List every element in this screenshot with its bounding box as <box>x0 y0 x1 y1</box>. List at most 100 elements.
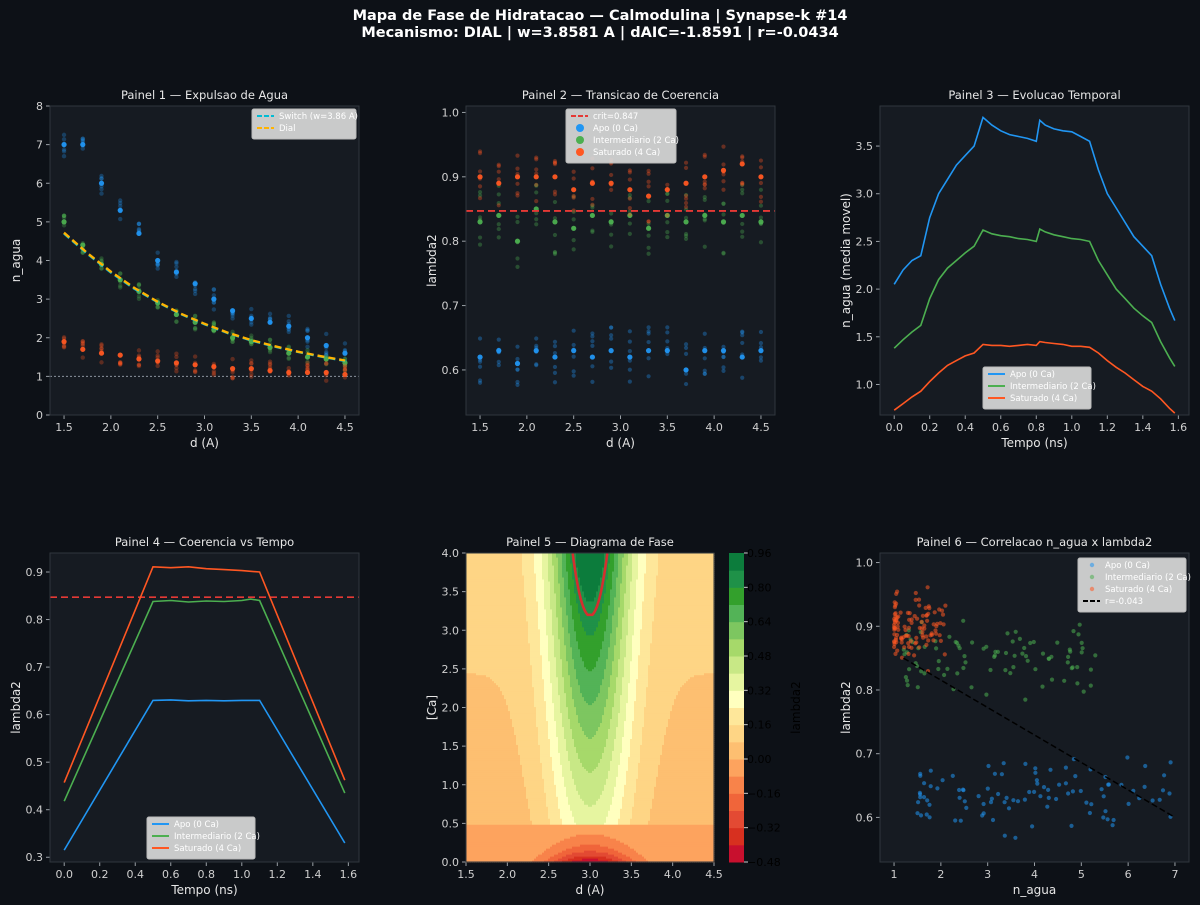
heatmap-cell <box>480 714 483 718</box>
scatter-point <box>740 229 745 234</box>
heatmap-cell <box>476 842 479 845</box>
heatmap-cell <box>476 716 479 720</box>
scatter-point <box>702 368 707 373</box>
heatmap-cell <box>468 692 471 696</box>
heatmap-cell <box>480 692 483 696</box>
mean-point <box>117 207 123 213</box>
heatmap-cell <box>474 760 477 763</box>
heatmap-cell <box>480 856 483 859</box>
scatter-point <box>665 198 670 203</box>
heatmap-cell <box>476 628 479 632</box>
heatmap-cell <box>474 644 477 648</box>
heatmap-cell <box>480 832 483 835</box>
scatter-point <box>702 197 707 202</box>
mean-point <box>571 348 577 354</box>
heatmap-cell <box>472 586 475 590</box>
heatmap-cell <box>470 768 473 771</box>
heatmap-cell <box>468 672 471 676</box>
heatmap-cell <box>470 838 473 841</box>
heatmap-cell <box>474 656 477 660</box>
heatmap-cell <box>466 624 469 628</box>
x-axis-label: Tempo (ns) <box>1000 436 1067 450</box>
x-tick-label: 0.0 <box>885 421 903 434</box>
y-axis-label: n_agua (media movel) <box>839 193 853 328</box>
scatter-point <box>740 333 745 338</box>
y-tick-label: 0.0 <box>442 856 460 869</box>
heatmap-cell <box>474 648 477 652</box>
scatter-point <box>136 296 142 302</box>
heatmap-cell <box>480 772 483 775</box>
heatmap-cell <box>474 690 477 694</box>
heatmap-cell <box>480 850 483 853</box>
x-tick-label: 0.8 <box>1028 421 1046 434</box>
heatmap-cell <box>470 820 473 823</box>
scatter-point <box>683 204 689 210</box>
scatter-point <box>646 325 651 330</box>
scatter-point <box>721 212 726 217</box>
scatter-point <box>61 335 67 340</box>
scatter-point <box>590 203 595 208</box>
heatmap-cell <box>480 660 483 664</box>
mean-point <box>608 180 614 186</box>
heatmap-cell <box>476 614 479 618</box>
heatmap-cell <box>466 822 469 825</box>
scatter-point <box>118 198 123 203</box>
heatmap-cell <box>470 748 473 751</box>
scatter-point <box>249 361 254 366</box>
heatmap-cell <box>474 614 477 618</box>
heatmap-cell <box>476 640 479 644</box>
heatmap-cell <box>472 766 475 769</box>
heatmap-cell <box>478 752 481 755</box>
heatmap-cell <box>470 814 473 817</box>
heatmap-cell <box>478 614 481 618</box>
heatmap-cell <box>480 582 483 586</box>
heatmap-cell <box>478 586 481 590</box>
x-tick-label: 4.0 <box>664 868 682 881</box>
heatmap-cell <box>480 632 483 636</box>
heatmap-cell <box>466 748 469 751</box>
plot-frame <box>879 105 1190 416</box>
scatter-point <box>80 146 85 151</box>
scatter-point <box>534 157 539 162</box>
scatter-point <box>477 190 483 195</box>
scatter-point <box>80 343 85 349</box>
heatmap-cell <box>478 836 481 839</box>
scatter-point <box>496 201 501 206</box>
heatmap-cell <box>476 694 479 698</box>
plot-area <box>880 106 1189 415</box>
heatmap-cell <box>466 706 469 710</box>
x-tick-label: 0.4 <box>126 868 144 881</box>
heatmap-cell <box>478 754 481 757</box>
y-tick-label: 3.0 <box>856 188 874 201</box>
mean-point <box>342 371 348 378</box>
scatter-point <box>249 322 254 327</box>
heatmap-cell <box>478 772 481 775</box>
scatter-point <box>249 335 254 341</box>
heatmap-cell <box>478 694 481 698</box>
heatmap-cell <box>468 684 471 688</box>
y-tick-label: 2.5 <box>856 235 874 248</box>
heatmap-cell <box>476 660 479 664</box>
heatmap-cell <box>476 556 479 560</box>
heatmap-cell <box>466 568 469 572</box>
scatter-point <box>515 344 520 349</box>
heatmap-cell <box>476 772 479 775</box>
heatmap-cell <box>466 830 469 833</box>
heatmap-cell <box>474 566 477 570</box>
mean-point <box>286 323 292 329</box>
scatter-point <box>174 259 179 265</box>
heatmap-cell <box>472 696 475 700</box>
heatmap-cell <box>466 572 469 576</box>
heatmap-cell <box>470 730 473 734</box>
scatter-point <box>99 342 104 347</box>
heatmap-cell <box>470 638 473 642</box>
heatmap-cell <box>478 638 481 642</box>
heatmap-cell <box>476 646 479 650</box>
heatmap-cell <box>474 676 477 680</box>
mean-point <box>211 296 217 302</box>
heatmap-cell <box>470 758 473 761</box>
heatmap-cell <box>472 622 475 626</box>
heatmap-cell <box>476 678 479 682</box>
heatmap-cell <box>466 860 469 863</box>
mean-point <box>514 238 521 244</box>
